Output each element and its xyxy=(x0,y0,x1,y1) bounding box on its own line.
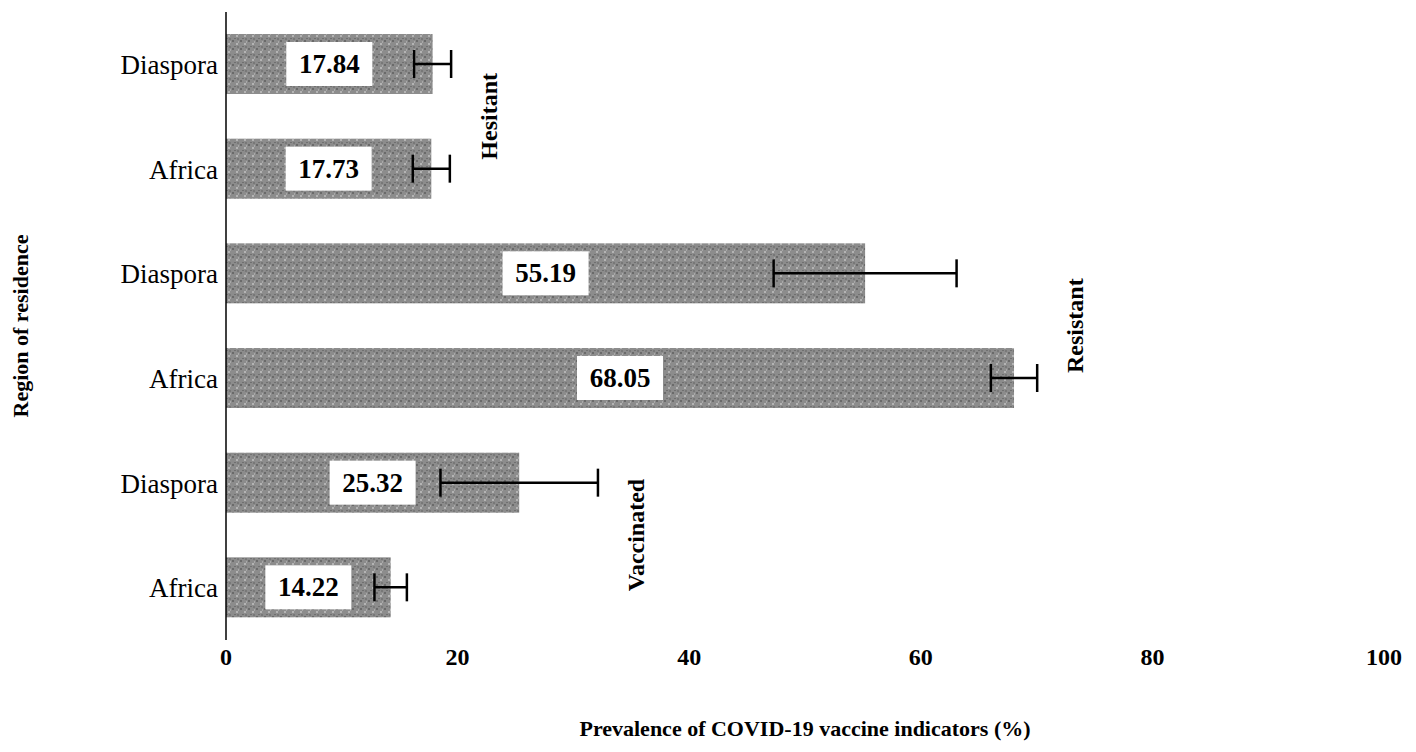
svg-text:20: 20 xyxy=(446,644,470,670)
svg-text:0: 0 xyxy=(220,644,232,670)
svg-text:14.22: 14.22 xyxy=(278,572,339,602)
svg-text:17.84: 17.84 xyxy=(299,49,360,79)
svg-text:68.05: 68.05 xyxy=(590,363,651,393)
svg-text:40: 40 xyxy=(677,644,701,670)
svg-text:Region of residence: Region of residence xyxy=(8,234,33,417)
svg-text:100: 100 xyxy=(1366,644,1402,670)
svg-text:Prevalence of COVID-19 vaccine: Prevalence of COVID-19 vaccine indicator… xyxy=(579,716,1030,741)
svg-text:Diaspora: Diaspora xyxy=(121,259,218,289)
svg-text:Diaspora: Diaspora xyxy=(121,50,218,80)
svg-text:Diaspora: Diaspora xyxy=(121,469,218,499)
svg-text:Africa: Africa xyxy=(149,573,218,603)
svg-text:17.73: 17.73 xyxy=(298,154,359,184)
svg-text:80: 80 xyxy=(1140,644,1164,670)
svg-text:Resistant: Resistant xyxy=(1062,278,1088,373)
svg-text:60: 60 xyxy=(909,644,933,670)
svg-text:55.19: 55.19 xyxy=(515,258,576,288)
svg-text:25.32: 25.32 xyxy=(342,468,403,498)
svg-text:Hesitant: Hesitant xyxy=(476,73,502,160)
svg-text:Africa: Africa xyxy=(149,155,218,185)
svg-text:Africa: Africa xyxy=(149,364,218,394)
svg-text:Vaccinated: Vaccinated xyxy=(623,478,649,591)
